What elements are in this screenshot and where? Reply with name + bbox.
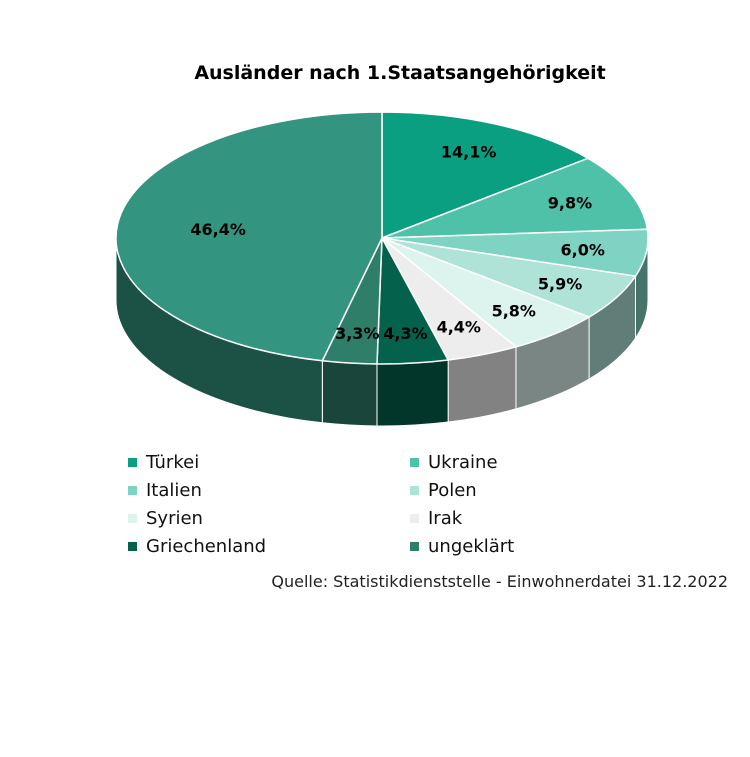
legend-label: Syrien — [146, 507, 203, 529]
chart-title: Ausländer nach 1.Staatsangehörigkeit — [194, 62, 605, 84]
pie-sides — [115, 237, 649, 427]
data-label: 3,3% — [335, 324, 379, 343]
source-note: Quelle: Statistikdienststelle - Einwohne… — [271, 572, 728, 591]
legend-item: Griechenland — [128, 532, 266, 560]
pie-slice-türkei — [381, 111, 590, 240]
data-label: 4,3% — [383, 324, 427, 343]
data-label: 5,8% — [492, 302, 536, 321]
legend-label: Türkei — [146, 451, 200, 473]
legend-label: Italien — [146, 479, 202, 501]
legend-item: Italien — [128, 476, 202, 504]
data-label: 5,9% — [538, 274, 582, 293]
legend-label: ungeklärt — [428, 535, 515, 557]
data-label: 46,4% — [190, 220, 246, 239]
legend-swatch — [128, 485, 137, 495]
pie-slice-ukraine — [381, 157, 649, 239]
data-label: 14,1% — [441, 142, 497, 161]
pie-tops — [115, 111, 649, 365]
legend-item: Ukraine — [410, 448, 498, 476]
pie-side-griechenland — [376, 359, 449, 427]
legend-swatch — [410, 485, 419, 495]
data-label: 9,8% — [548, 194, 592, 213]
data-label: 4,4% — [437, 318, 481, 337]
legend-label: Ukraine — [428, 451, 498, 473]
legend-swatch — [410, 513, 419, 523]
legend-swatch — [410, 457, 419, 467]
legend-swatch — [128, 541, 137, 551]
pie-slice-rest — [115, 111, 383, 362]
legend-item: ungeklärt — [410, 532, 514, 560]
legend-item: Syrien — [128, 504, 203, 532]
pie-labels: 14,1% 9,8% 6,0% 5,9%5,8% 4,4% 4,3%3,3% 46,4% — [190, 142, 605, 343]
legend-label: Griechenland — [146, 535, 267, 557]
legend-item: Türkei — [128, 448, 199, 476]
legend-label: Irak — [428, 507, 463, 529]
legend-swatch — [128, 457, 137, 467]
legend-label: Polen — [428, 479, 477, 501]
data-label: 6,0% — [561, 240, 605, 259]
legend-item: Polen — [410, 476, 477, 504]
pie-side-ungeklärt — [321, 360, 378, 427]
pie-chart: Ausländer nach 1.Staatsangehörigkeit 14,… — [115, 62, 649, 427]
legend-swatch — [128, 513, 137, 523]
legend-item: Irak — [410, 504, 462, 532]
legend-swatch — [410, 541, 419, 551]
